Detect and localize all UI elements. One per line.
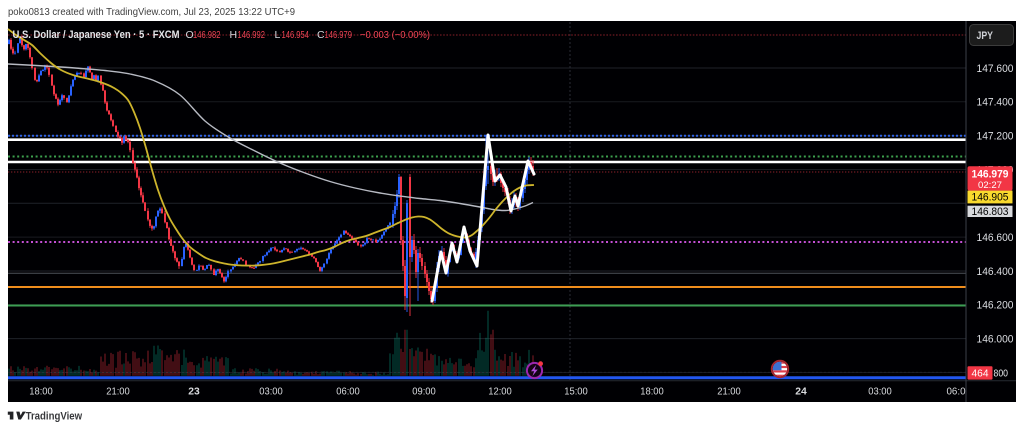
svg-text:146.979: 146.979 — [325, 29, 353, 41]
svg-text:147.200: 147.200 — [977, 131, 1014, 143]
svg-text:146.982: 146.982 — [193, 29, 221, 41]
svg-text:09:00: 09:00 — [412, 387, 436, 398]
svg-text:24: 24 — [795, 387, 807, 398]
svg-text:U.S. Dollar / Japanese Yen · 5: U.S. Dollar / Japanese Yen · 5 · FXCM — [13, 29, 180, 41]
svg-text:147.600: 147.600 — [977, 63, 1014, 75]
svg-text:146.905: 146.905 — [972, 192, 1009, 204]
svg-text:poko0813 created with TradingV: poko0813 created with TradingView.com, J… — [8, 6, 295, 18]
svg-text:23: 23 — [188, 387, 200, 398]
svg-text:C: C — [317, 29, 325, 41]
svg-text:06:0: 06:0 — [947, 387, 966, 398]
svg-text:−0.003 (−0.00%): −0.003 (−0.00%) — [360, 29, 430, 41]
svg-text:146.600: 146.600 — [977, 232, 1014, 244]
svg-text:12:00: 12:00 — [488, 387, 512, 398]
svg-text:146.000: 146.000 — [977, 333, 1014, 345]
svg-text:800: 800 — [994, 368, 1009, 380]
svg-text:18:00: 18:00 — [640, 387, 664, 398]
svg-text:464: 464 — [972, 368, 989, 380]
svg-text:TradingView: TradingView — [26, 410, 83, 422]
svg-text:JPY: JPY — [977, 30, 994, 42]
svg-text:L: L — [275, 29, 281, 41]
svg-text:03:00: 03:00 — [868, 387, 892, 398]
svg-text:146.803: 146.803 — [972, 206, 1009, 218]
svg-text:06:00: 06:00 — [336, 387, 360, 398]
svg-text:21:00: 21:00 — [717, 387, 741, 398]
svg-text:146.992: 146.992 — [238, 29, 266, 41]
svg-text:146.954: 146.954 — [282, 29, 310, 41]
svg-text:147.400: 147.400 — [977, 97, 1014, 109]
svg-text:146.979: 146.979 — [972, 168, 1009, 180]
svg-text:O: O — [186, 29, 194, 41]
svg-text:18:00: 18:00 — [29, 387, 53, 398]
svg-text:02:27: 02:27 — [978, 180, 1002, 191]
svg-text:146.200: 146.200 — [977, 300, 1014, 312]
svg-text:21:00: 21:00 — [106, 387, 130, 398]
svg-text:03:00: 03:00 — [259, 387, 283, 398]
svg-text:146.400: 146.400 — [977, 266, 1014, 278]
svg-text:H: H — [230, 29, 238, 41]
svg-text:15:00: 15:00 — [564, 387, 588, 398]
